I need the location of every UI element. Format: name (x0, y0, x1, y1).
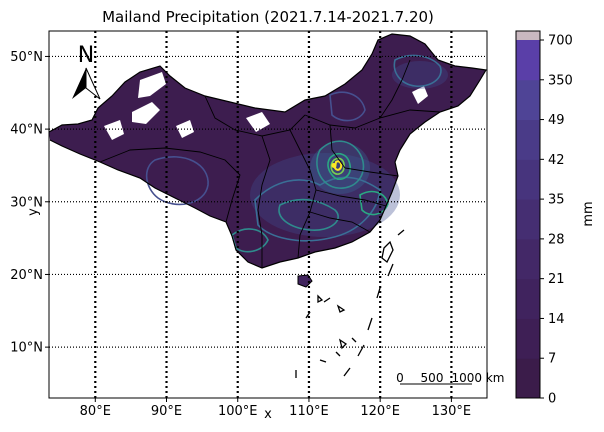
province-border (379, 59, 411, 119)
dashed-boundary (323, 297, 331, 303)
no-data-patch (246, 112, 270, 132)
north-arrow-label: N (78, 43, 94, 68)
x-tick-label: 110°E (289, 404, 329, 419)
x-tick-label: 100°E (218, 404, 258, 419)
colorbar-tick-label: 35 (548, 193, 565, 208)
province-border (329, 124, 399, 177)
colorbar-ticks: 0 7 14 21 28 35 42 49 350 700 (540, 34, 573, 407)
colorbar-tick-label: 0 (548, 392, 556, 407)
colorbar-band (516, 119, 540, 160)
contour-line (145, 156, 209, 206)
contour-line (231, 228, 269, 253)
dashed-boundary (376, 287, 381, 299)
colorbar: 0 7 14 21 28 35 42 49 350 700 mm (515, 30, 596, 407)
precip-contours (145, 54, 442, 253)
dashed-boundary (397, 229, 405, 236)
taiwan-outline (381, 240, 394, 264)
chart-title: Mailand Precipitation (2021.7.14-2021.7.… (102, 8, 434, 26)
colorbar-band (516, 40, 540, 81)
x-tick-label: 90°E (151, 404, 182, 419)
colorbar-tick-label: 14 (548, 312, 565, 327)
no-data-patch (176, 120, 194, 138)
scale-label-0: 0 (396, 371, 404, 385)
colorbar-band (516, 238, 540, 280)
province-border (99, 147, 241, 223)
colorbar-band (516, 199, 540, 240)
island-cluster (336, 304, 346, 313)
contour-line (278, 198, 339, 231)
province-border (304, 109, 441, 129)
contour-line (329, 91, 366, 122)
x-tick-label: 80°E (80, 404, 111, 419)
contour-line (254, 176, 381, 242)
colorbar-band (516, 278, 540, 319)
scale-bar: 0 500 1000 km (396, 371, 504, 385)
admin-borders (48, 33, 487, 288)
colorbar-frame (515, 30, 541, 399)
scale-label-1000: 1000 km (452, 371, 505, 385)
no-data-patch (138, 72, 166, 98)
colorbar-band (516, 159, 540, 200)
y-tick-label: 10°N (10, 341, 43, 356)
island-cluster (319, 359, 327, 363)
x-tick-label: 120°E (360, 404, 400, 419)
y-tick-label: 20°N (10, 268, 43, 283)
north-arrow: N (72, 43, 101, 100)
dashed-boundary (343, 367, 351, 377)
colorbar-tick-label: 350 (548, 73, 573, 88)
y-tick-label: 40°N (10, 123, 43, 138)
province-border (309, 211, 371, 233)
hainan-border (297, 274, 313, 288)
colorbar-bands (516, 31, 540, 399)
north-arrow-left (72, 68, 86, 99)
y-tick-label: 30°N (10, 195, 43, 210)
colorbar-tick-label: 7 (548, 352, 556, 367)
no-data-patch (412, 86, 428, 104)
x-tick-label: 130°E (432, 404, 472, 419)
colorbar-extension (516, 31, 540, 40)
hotspot-dot (331, 162, 337, 168)
dashed-boundary (367, 317, 373, 331)
colorbar-band (516, 318, 540, 359)
contour-line (330, 157, 345, 175)
contour-line (316, 140, 365, 189)
scale-label-500: 500 (421, 371, 444, 385)
colorbar-tick-label: 49 (548, 113, 565, 128)
contour-line (333, 160, 343, 171)
contour-line (359, 190, 389, 216)
colorbar-tick-label: 42 (548, 153, 565, 168)
colorbar-band (516, 358, 540, 399)
colorbar-band (516, 79, 540, 121)
map-plot-area (48, 30, 488, 399)
colorbar-tick-label: 21 (548, 272, 565, 287)
china-precip-fill (49, 34, 486, 268)
island-cluster (351, 337, 357, 343)
contour-line (327, 153, 352, 181)
province-border (204, 95, 306, 137)
no-data-patches (84, 72, 428, 140)
y-axis-ticks: 10°N 20°N 30°N 40°N 50°N (10, 50, 49, 356)
contour-line (393, 54, 442, 88)
north-arrow-right (85, 67, 101, 100)
island-cluster (338, 338, 348, 350)
colorbar-tick-label: 28 (548, 232, 565, 247)
plot-frame (48, 30, 488, 399)
x-axis-label: x (264, 407, 272, 422)
no-data-patch (104, 120, 124, 140)
island-cluster (317, 294, 324, 304)
x-axis-ticks: 80°E 90°E 100°E 110°E 120°E 130°E (80, 398, 471, 419)
y-tick-label: 50°N (10, 50, 43, 65)
y-axis-label: y (26, 208, 41, 216)
island-cluster (335, 351, 341, 357)
hotspot-marker (331, 162, 337, 168)
colorbar-tick-label: 700 (548, 34, 573, 49)
colorbar-label: mm (581, 201, 596, 226)
dashed-boundary (357, 344, 365, 357)
province-border (315, 189, 387, 207)
no-data-patch (132, 102, 160, 124)
province-border (257, 135, 271, 268)
